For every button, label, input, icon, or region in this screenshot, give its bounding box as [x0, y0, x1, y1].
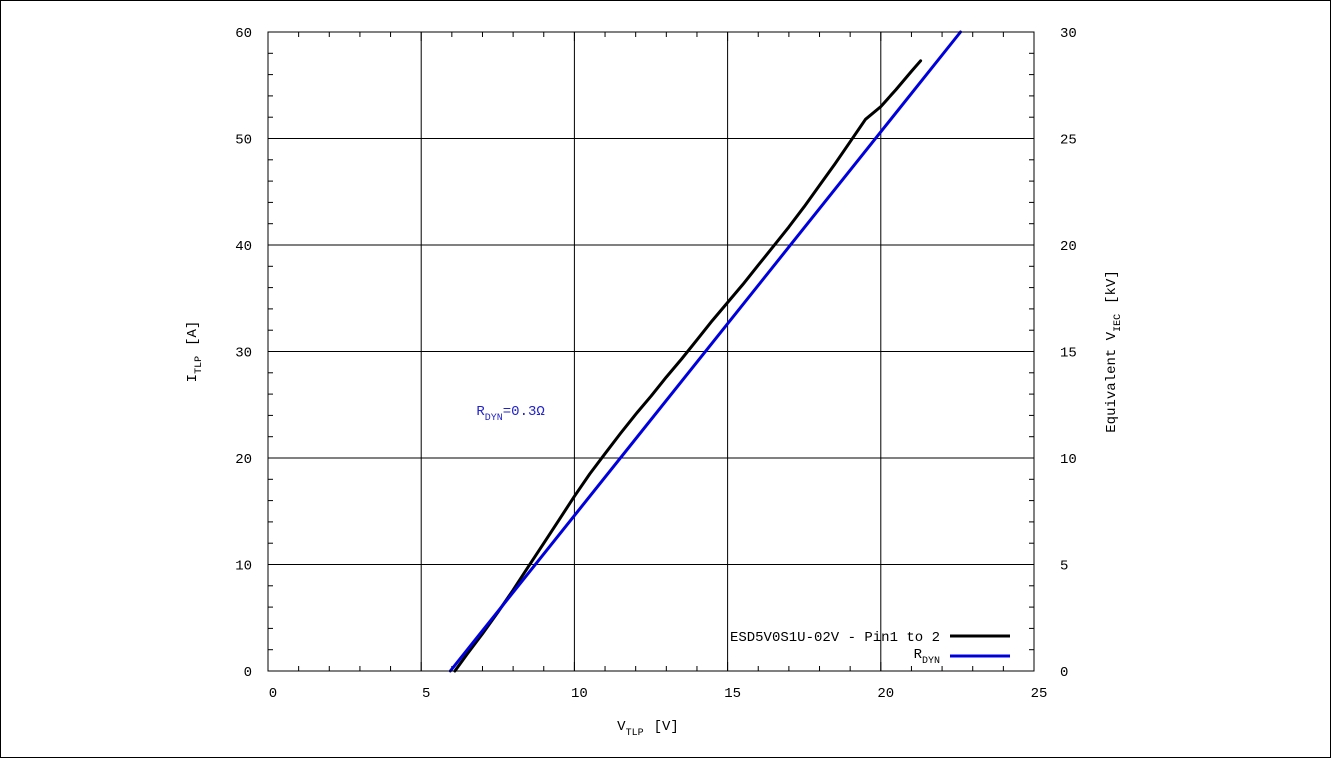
x-tick-label: 15 [724, 686, 741, 702]
y-tick-label: 10 [235, 559, 252, 575]
y-tick-label: 50 [235, 133, 252, 149]
x-axis-label-sub: TLP [626, 728, 644, 739]
series-layer [448, 30, 962, 673]
x-tick-label: 25 [1031, 686, 1048, 702]
y-tick-label: 20 [235, 452, 252, 468]
y2-axis-label: Equivalent VIEC [kV] [1104, 270, 1124, 432]
grid-layer [268, 32, 1034, 671]
y2-tick-label: 10 [1060, 452, 1077, 468]
y2-axis-label-sub: IEC [1113, 314, 1124, 332]
y2-tick-label: 30 [1060, 26, 1077, 42]
legend-entry-1-main: R [914, 647, 923, 663]
y2-axis-label-unit: [kV] [1104, 270, 1120, 304]
series-line-0 [453, 59, 923, 673]
tick-label-layer: 0 5 10 15 20 25 0 10 20 30 40 50 60 0 5 10 15 20 25 30 [235, 26, 1077, 702]
y-axis-label-main: I [185, 374, 201, 382]
y2-tick-label: 0 [1060, 665, 1068, 681]
y-tick-label: 40 [235, 239, 252, 255]
legend-entry-1-sub: DYN [922, 656, 940, 667]
rdyn-annotation: RDYN=0.3Ω [476, 404, 544, 424]
y2-tick-label: 15 [1060, 346, 1077, 362]
y-tick-label: 60 [235, 26, 252, 42]
y-axis-label: ITLP [A] [185, 321, 205, 383]
legend-entry-0-label: ESD5V0S1U-02V - Pin1 to 2 [730, 630, 940, 646]
annotation-rest: =0.3Ω [503, 404, 545, 420]
x-axis-label-main: V [617, 719, 626, 735]
annotation-sub: DYN [485, 413, 503, 424]
y-axis-label-sub: TLP [194, 356, 205, 374]
y2-tick-label: 25 [1060, 133, 1077, 149]
y-tick-label: 0 [244, 665, 252, 681]
annotation-main: R [476, 404, 485, 420]
x-tick-label: 0 [269, 686, 277, 702]
x-axis-label-unit: [V] [654, 719, 679, 735]
y2-tick-label: 20 [1060, 239, 1077, 255]
y2-axis-label-main: Equivalent V [1104, 331, 1120, 432]
x-tick-label: 20 [877, 686, 894, 702]
legend: ESD5V0S1U-02V - Pin1 to 2 RDYN [730, 630, 1010, 667]
plot-area-border [267, 31, 1035, 672]
series-line-1 [448, 30, 962, 673]
x-tick-label: 10 [571, 686, 588, 702]
legend-entry-1-label: RDYN [914, 647, 940, 667]
y-tick-label: 30 [235, 346, 252, 362]
y2-tick-label: 5 [1060, 559, 1068, 575]
y-axis-label-unit: [A] [185, 321, 201, 346]
x-axis-label: VTLP [V] [617, 719, 679, 739]
x-tick-label: 5 [422, 686, 430, 702]
